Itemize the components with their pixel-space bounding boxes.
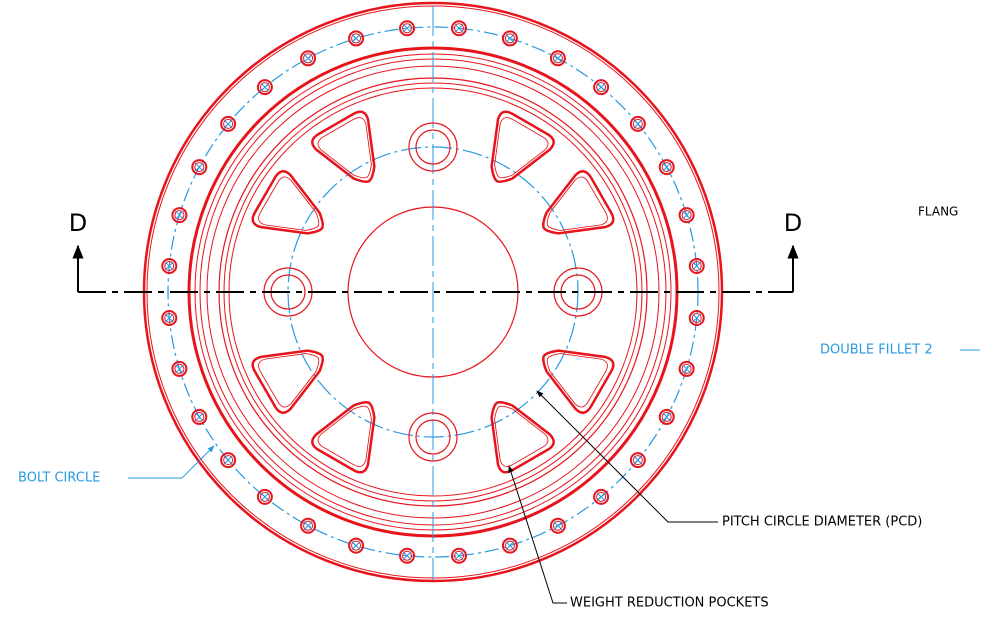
weight-pocket [310,109,396,197]
callout-text: FLANG [918,205,958,219]
weight-pocket [529,330,617,416]
section-label: D [784,209,802,237]
callout-text: WEIGHT REDUCTION POCKETS [570,596,769,611]
weight-pocket [250,169,338,255]
weight-pocket [529,169,617,255]
callout-text: DOUBLE FILLET 2 [820,343,933,358]
leader-line [128,446,214,478]
leader-line [509,466,567,603]
weight-pocket [471,388,557,476]
weight-pocket [471,109,557,197]
callout-text: PITCH CIRCLE DIAMETER (PCD) [722,515,922,530]
callout-text: BOLT CIRCLE [18,471,100,486]
drawing: D D FLANG DOUBLE FILLET 2 BOLT CIRCLE PI… [0,0,981,618]
weight-pocket [250,330,338,416]
weight-pocket [310,388,396,476]
section-label: D [69,209,87,237]
